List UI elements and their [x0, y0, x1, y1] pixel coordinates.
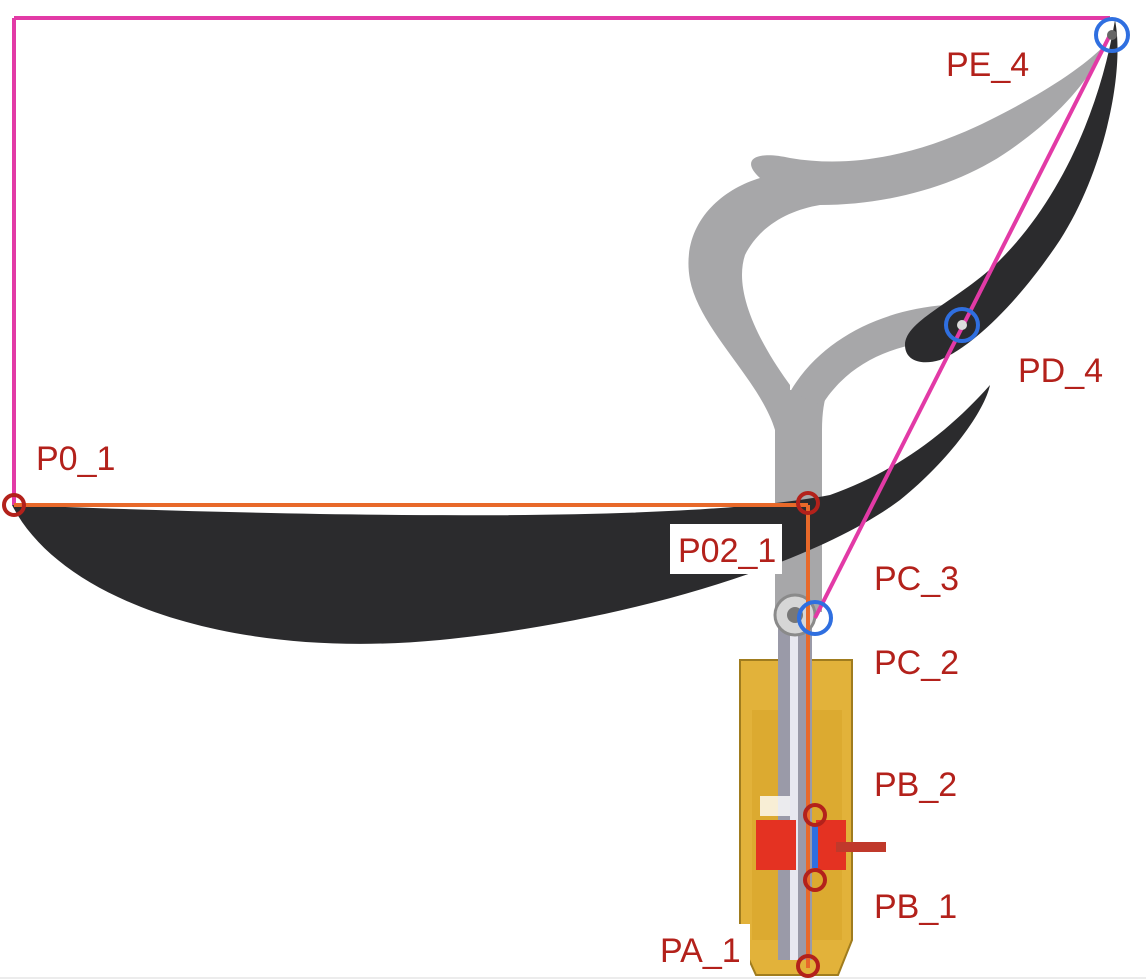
- svg-text:PB_1: PB_1: [874, 888, 957, 926]
- svg-text:PC_3: PC_3: [874, 560, 959, 598]
- label-pc-2: PC_2: [866, 636, 968, 686]
- marker-pc-3: [797, 600, 833, 636]
- marker-pd-4: [944, 307, 980, 343]
- dark-arm-drawing: [12, 20, 1118, 644]
- svg-text:PD_4: PD_4: [1018, 352, 1103, 390]
- marker-p0-1: [2, 493, 26, 517]
- svg-text:PA_1: PA_1: [660, 932, 741, 970]
- marker-pe-4: [1094, 17, 1130, 53]
- marker-pb-2: [803, 803, 827, 827]
- point-labels: P0_1 P02_1 PE_4 PD_4 PC_3 PC_2 PB_2 PB_: [28, 38, 1110, 974]
- svg-text:P0_1: P0_1: [36, 440, 115, 478]
- svg-text:P02_1: P02_1: [678, 532, 776, 570]
- label-p0-1: P0_1: [28, 432, 120, 482]
- actuator-housing: [739, 593, 886, 976]
- marker-pa-1: [796, 954, 820, 978]
- marker-pb-1: [803, 868, 827, 892]
- svg-text:PC_2: PC_2: [874, 644, 959, 682]
- red-markers: [2, 491, 827, 978]
- svg-text:PE_4: PE_4: [946, 46, 1029, 84]
- marker-p02-1: [796, 491, 820, 515]
- label-pb-1: PB_1: [866, 880, 966, 930]
- label-pb-2: PB_2: [866, 758, 968, 808]
- label-pe-4: PE_4: [938, 38, 1034, 88]
- label-p02-1: P02_1: [670, 524, 782, 574]
- label-pa-1: PA_1: [652, 924, 750, 974]
- svg-text:PB_2: PB_2: [874, 766, 957, 804]
- label-pd-4: PD_4: [1010, 344, 1110, 394]
- label-pc-3: PC_3: [866, 552, 968, 602]
- blue-markers: [797, 17, 1130, 636]
- orange-linkage: [14, 503, 810, 968]
